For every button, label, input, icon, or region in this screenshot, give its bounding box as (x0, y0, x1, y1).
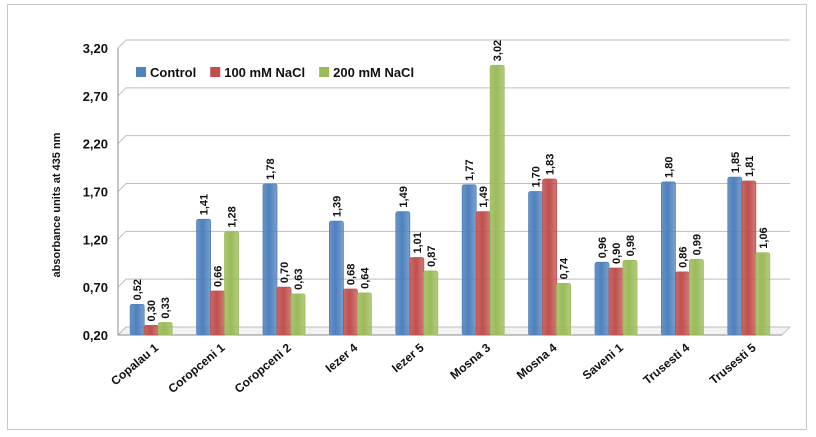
gridline (117, 39, 790, 49)
x-tick-label: Trusesti 5 (707, 340, 759, 387)
y-tick-labels: 0,20 0,70 1,20 1,70 2,20 2,70 3,20 (83, 41, 108, 343)
gridline (117, 87, 790, 97)
bar (129, 303, 145, 336)
data-label: 1,01 (412, 232, 424, 253)
bar (356, 292, 372, 336)
data-label: 0,63 (293, 268, 305, 289)
bar (224, 231, 240, 336)
x-tick-label: Mosna 3 (447, 340, 493, 382)
data-label: 1,39 (331, 196, 343, 217)
bar (475, 211, 491, 336)
data-label: 0,74 (559, 257, 571, 279)
bar (423, 270, 439, 336)
gridline (117, 183, 790, 192)
y-tick-label: 0,70 (83, 280, 108, 295)
data-label: 0,52 (132, 279, 144, 300)
data-label: 0,86 (677, 246, 689, 267)
bar (622, 259, 638, 336)
gridline (117, 230, 790, 240)
x-tick-label: Trusesti 4 (640, 340, 692, 387)
bar (741, 180, 757, 336)
x-tick-label: Coropceni 2 (232, 340, 294, 396)
bar (528, 191, 543, 336)
gridline (117, 135, 790, 145)
data-label: 0,66 (213, 266, 225, 287)
data-label: 0,33 (160, 297, 172, 318)
bar (342, 288, 358, 336)
data-label: 1,49 (478, 186, 490, 207)
data-label: 1,41 (199, 194, 211, 215)
x-tick-label: Mosna 4 (514, 340, 560, 382)
legend: Control 100 mM NaCl 200 mM NaCl (136, 65, 414, 80)
bar (727, 176, 743, 336)
bar (461, 184, 477, 336)
data-label: 1,80 (663, 157, 675, 178)
bar (556, 282, 571, 336)
data-label: 0,98 (625, 235, 637, 256)
bar (542, 178, 557, 336)
y-tick-label: 2,70 (83, 89, 108, 104)
data-label: 1,78 (265, 158, 277, 179)
data-label: 1,49 (398, 186, 410, 207)
bar (262, 183, 278, 336)
bar (290, 293, 306, 336)
bar (395, 211, 411, 336)
gridline (117, 278, 790, 288)
bar (489, 64, 505, 336)
legend-swatch (210, 67, 221, 77)
data-label: 1,28 (227, 206, 239, 227)
gridlines (117, 39, 790, 336)
bar (675, 271, 690, 336)
y-tick-label: 2,20 (83, 137, 108, 152)
bar (328, 220, 344, 336)
y-tick-label: 3,20 (83, 41, 108, 56)
x-tick-label: Iezer 4 (323, 340, 361, 375)
data-label: 0,87 (426, 245, 438, 266)
data-label: 1,81 (744, 156, 756, 177)
legend-swatch (319, 67, 330, 77)
y-tick-label: 1,70 (83, 185, 108, 200)
data-label: 0,30 (146, 300, 158, 321)
data-labels: 0,520,30 0,33 1,41 0,66 1,28 1,78 0,70 0,63 1,39… (132, 40, 770, 322)
bar (210, 290, 226, 336)
data-label: 1,70 (531, 166, 543, 187)
data-label: 3,02 (492, 40, 504, 61)
bar (196, 218, 212, 336)
x-tick-label: Saveni 1 (580, 340, 627, 382)
data-label: 1,85 (730, 152, 742, 173)
bar (157, 322, 173, 336)
data-label: 0,99 (691, 234, 703, 255)
data-label: 1,06 (758, 227, 770, 248)
legend-swatch (136, 67, 146, 77)
bar (143, 325, 159, 336)
bar (409, 257, 425, 336)
x-tick-label: Iezer 5 (389, 340, 427, 375)
bars (129, 64, 771, 336)
y-axis-title: absorbance units at 435 nm (51, 132, 63, 277)
data-label: 1,83 (545, 154, 557, 175)
x-tick-label: Coropceni 1 (165, 340, 227, 396)
data-label: 0,70 (279, 262, 291, 283)
data-label: 0,96 (597, 237, 609, 258)
bar (661, 181, 676, 336)
data-label: 0,68 (345, 264, 357, 285)
bar (276, 286, 292, 336)
data-label: 0,90 (611, 243, 623, 264)
bar (608, 267, 624, 336)
y-tick-label: 0,20 (83, 328, 108, 343)
bar (689, 259, 704, 336)
data-label: 1,77 (464, 159, 476, 180)
legend-label: 200 mM NaCl (333, 65, 414, 80)
y-tick-label: 1,20 (83, 232, 108, 247)
x-tick-labels: Copalau 1 Coropceni 1 Coropceni 2 Iezer 4 Ie… (108, 340, 759, 396)
legend-label: 100 mM NaCl (224, 65, 305, 80)
data-label: 0,64 (359, 267, 371, 289)
bar (594, 261, 610, 336)
bar (755, 252, 771, 336)
legend-label: Control (150, 65, 196, 80)
x-tick-label: Copalau 1 (108, 340, 161, 388)
